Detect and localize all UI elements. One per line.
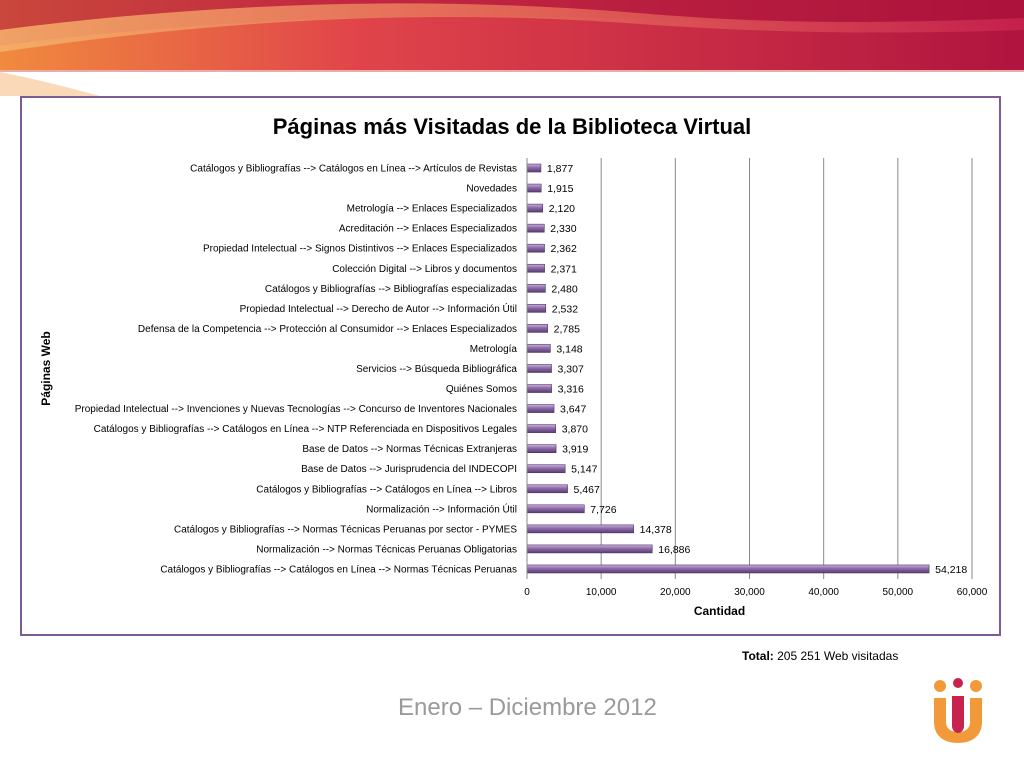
x-tick-label: 40,000 bbox=[808, 587, 839, 598]
bar bbox=[526, 444, 557, 453]
category-label: Catálogos y Bibliografías --> Catálogos … bbox=[190, 164, 517, 175]
value-label: 54,218 bbox=[935, 564, 967, 576]
total-value: 205 251 Web visitadas bbox=[777, 649, 899, 663]
category-label: Propiedad Intelectual --> Invenciones y … bbox=[75, 404, 517, 415]
y-axis-title: Páginas Web bbox=[39, 331, 53, 405]
bar-chart: Páginas más Visitadas de la Biblioteca V… bbox=[39, 114, 988, 618]
value-label: 3,647 bbox=[560, 404, 586, 416]
category-label: Quiénes Somos bbox=[446, 384, 517, 395]
value-label: 1,877 bbox=[547, 163, 573, 175]
category-label: Metrología bbox=[470, 344, 518, 355]
x-tick-label: 50,000 bbox=[883, 587, 914, 598]
value-labels: 1,877 1,915 2,120 2,330 2,362 2,371 2,480 2,532… bbox=[547, 163, 967, 576]
category-label: Catálogos y Bibliografías --> Catálogos … bbox=[160, 564, 517, 575]
bar bbox=[526, 484, 568, 494]
bar bbox=[526, 364, 552, 373]
value-label: 3,870 bbox=[562, 424, 588, 436]
x-tick-label: 20,000 bbox=[660, 587, 691, 598]
value-label: 16,886 bbox=[658, 544, 690, 556]
category-label: Normalización --> Información Útil bbox=[366, 502, 517, 515]
category-label: Catálogos y Bibliografías --> Catálogos … bbox=[256, 484, 517, 495]
value-label: 1,915 bbox=[547, 183, 573, 195]
bar bbox=[526, 263, 545, 273]
total-summary: Total: 205 251 Web visitadas bbox=[742, 649, 898, 663]
category-label: Propiedad Intelectual --> Derecho de Aut… bbox=[240, 302, 517, 315]
value-label: 2,371 bbox=[551, 263, 577, 275]
value-label: 3,148 bbox=[556, 343, 582, 355]
gridlines bbox=[600, 158, 973, 579]
category-label: Metrología --> Enlaces Especializados bbox=[347, 204, 517, 215]
value-label: 5,467 bbox=[574, 484, 600, 496]
category-label: Acreditación --> Enlaces Especializados bbox=[339, 224, 517, 235]
x-tick-label: 30,000 bbox=[734, 587, 765, 598]
value-label: 3,316 bbox=[558, 384, 584, 396]
bar bbox=[526, 384, 552, 393]
x-tick-labels: 0 10,000 20,000 30,000 40,000 50,000 60,000 bbox=[524, 587, 988, 598]
x-tick-label: 10,000 bbox=[586, 587, 617, 598]
bar bbox=[526, 304, 547, 313]
x-tick-label: 60,000 bbox=[957, 587, 988, 598]
bar bbox=[526, 524, 634, 534]
header-banner bbox=[0, 0, 1024, 96]
category-label: Servicios --> Búsqueda Bibliográfica bbox=[356, 364, 517, 375]
bar bbox=[526, 464, 566, 474]
brand-logo bbox=[934, 678, 982, 743]
value-label: 2,330 bbox=[550, 223, 576, 235]
category-label: Base de Datos --> Normas Técnicas Extran… bbox=[302, 444, 517, 455]
category-label: Colección Digital --> Libros y documento… bbox=[332, 264, 517, 275]
value-label: 2,785 bbox=[554, 323, 580, 335]
x-axis-title: Cantidad bbox=[694, 604, 745, 618]
category-label: Normalización --> Normas Técnicas Peruan… bbox=[256, 544, 517, 555]
bar bbox=[526, 284, 546, 293]
category-label: Catálogos y Bibliografías --> Normas Téc… bbox=[174, 524, 517, 535]
bar bbox=[526, 243, 545, 253]
x-tick-label: 0 bbox=[524, 587, 530, 598]
total-label: Total: bbox=[742, 649, 774, 663]
value-label: 2,362 bbox=[551, 243, 577, 255]
chart-title: Páginas más Visitadas de la Biblioteca V… bbox=[273, 114, 752, 139]
value-label: 2,120 bbox=[549, 203, 575, 215]
bar bbox=[526, 504, 585, 514]
bar bbox=[526, 344, 551, 353]
value-label: 14,378 bbox=[640, 524, 672, 536]
value-label: 7,726 bbox=[590, 504, 616, 516]
bar bbox=[526, 183, 542, 193]
bar bbox=[526, 163, 542, 173]
category-label: Novedades bbox=[466, 184, 517, 195]
category-label: Catálogos y Bibliografías --> Bibliograf… bbox=[265, 284, 517, 295]
category-label: Defensa de la Competencia --> Protección… bbox=[138, 324, 517, 335]
bar bbox=[526, 404, 555, 413]
bar bbox=[526, 544, 653, 554]
category-labels: Catálogos y Bibliografías --> Catálogos … bbox=[75, 164, 518, 576]
bar bbox=[526, 203, 544, 213]
value-label: 3,307 bbox=[558, 364, 584, 376]
bar bbox=[526, 424, 557, 433]
value-label: 2,480 bbox=[551, 283, 577, 295]
value-label: 2,532 bbox=[552, 303, 578, 315]
bar bbox=[526, 324, 548, 333]
value-label: 3,919 bbox=[562, 444, 588, 456]
chart-frame: Páginas más Visitadas de la Biblioteca V… bbox=[20, 96, 1001, 636]
category-label: Catálogos y Bibliografías --> Catálogos … bbox=[94, 424, 517, 435]
category-label: Propiedad Intelectual --> Signos Distint… bbox=[203, 244, 517, 255]
period-caption: Enero – Diciembre 2012 bbox=[398, 694, 657, 721]
bars bbox=[526, 163, 930, 574]
category-label: Base de Datos --> Jurisprudencia del IND… bbox=[301, 464, 517, 475]
bar bbox=[526, 223, 545, 233]
bar bbox=[526, 564, 930, 574]
value-label: 5,147 bbox=[571, 464, 597, 476]
